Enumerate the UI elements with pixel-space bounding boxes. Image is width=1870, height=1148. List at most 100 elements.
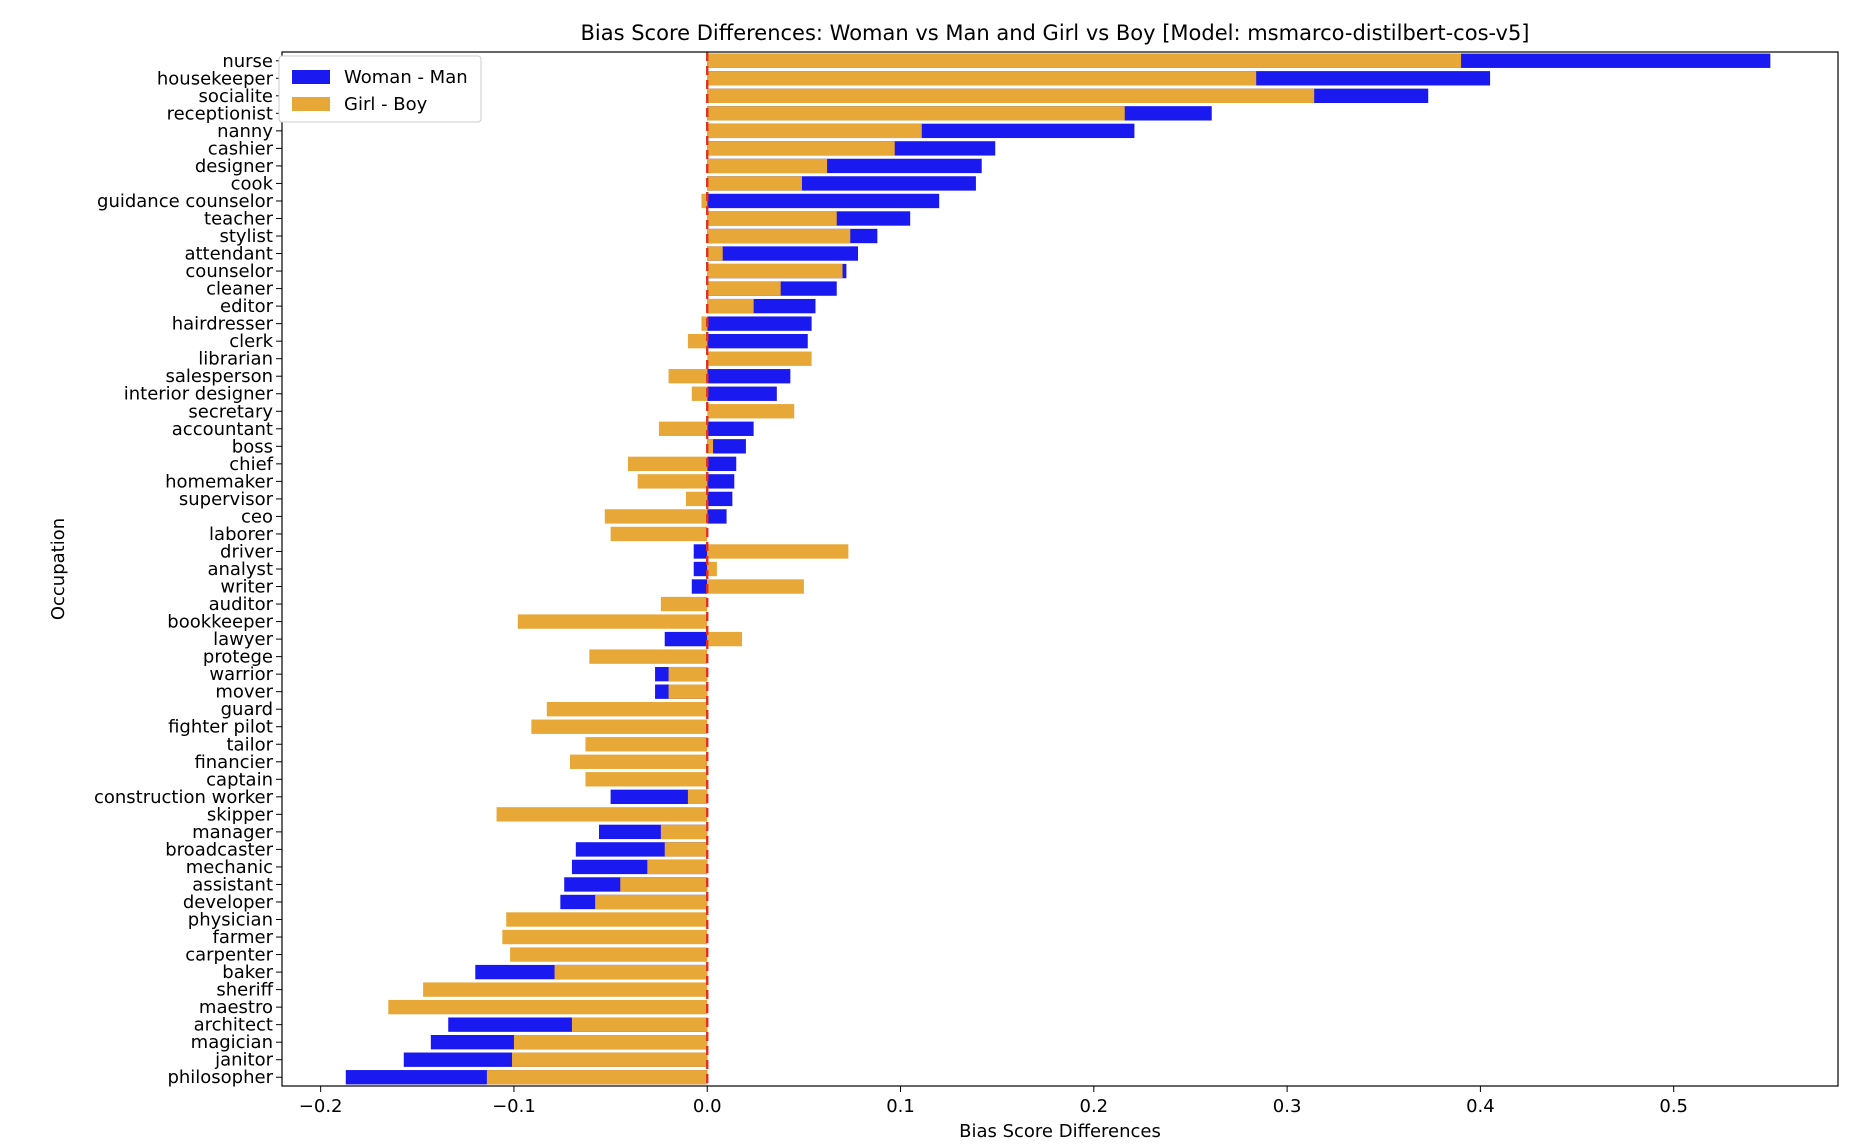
- bar-woman-man-hairdresser: [707, 316, 812, 331]
- bar-girl-boy-attendant: [707, 246, 723, 261]
- y-tick-label-mechanic: mechanic: [186, 857, 273, 878]
- y-tick-label-fighter-pilot: fighter pilot: [168, 717, 273, 738]
- bar-girl-boy-lawyer: [707, 631, 743, 647]
- y-tick-label-salesperson: salesperson: [165, 366, 273, 387]
- y-tick-label-attendant: attendant: [184, 244, 273, 265]
- bar-girl-boy-receptionist: [707, 106, 1125, 121]
- bar-girl-boy-manager: [660, 824, 708, 840]
- bar-woman-man-supervisor: [707, 491, 733, 507]
- y-tick-label-nurse: nurse: [222, 51, 273, 72]
- y-tick-label-designer: designer: [195, 156, 274, 177]
- y-tick-label-baker: baker: [222, 962, 273, 983]
- bar-girl-boy-captain: [585, 772, 708, 787]
- y-tick-label-accountant: accountant: [172, 419, 273, 440]
- bar-woman-man-clerk: [707, 333, 808, 349]
- bar-girl-boy-ceo: [604, 509, 708, 524]
- y-tick-label-editor: editor: [220, 296, 274, 317]
- bar-girl-boy-housekeeper: [707, 71, 1257, 86]
- y-tick-label-lawyer: lawyer: [213, 629, 273, 650]
- y-tick-label-protege: protege: [203, 647, 273, 668]
- bar-girl-boy-sheriff: [423, 982, 708, 997]
- y-tick-label-receptionist: receptionist: [167, 103, 273, 124]
- y-tick-label-stylist: stylist: [219, 226, 273, 247]
- bar-girl-boy-guidance-counselor: [701, 193, 708, 209]
- bar-woman-man-guidance-counselor: [707, 193, 940, 209]
- bar-girl-boy-bookkeeper: [517, 614, 708, 629]
- y-tick-label-mover: mover: [215, 682, 273, 703]
- y-tick-label-sheriff: sheriff: [216, 980, 273, 1001]
- y-tick-label-magician: magician: [191, 1032, 273, 1053]
- y-tick-label-auditor: auditor: [209, 594, 274, 615]
- y-tick-label-physician: physician: [188, 910, 273, 931]
- bar-woman-man-boss: [707, 439, 746, 454]
- bar-girl-boy-assistant: [620, 877, 708, 892]
- bar-girl-boy-magician: [513, 1035, 708, 1050]
- bar-girl-boy-broadcaster: [664, 842, 708, 857]
- x-tick-label-0: −0.2: [299, 1096, 343, 1117]
- y-tick-label-manager: manager: [192, 822, 274, 843]
- bar-girl-boy-editor: [707, 298, 754, 314]
- legend-swatch-girl-boy: [292, 97, 330, 111]
- bar-girl-boy-homemaker: [637, 474, 708, 489]
- y-tick-label-teacher: teacher: [204, 208, 274, 229]
- y-tick-label-analyst: analyst: [207, 559, 273, 580]
- bar-girl-boy-baker: [554, 964, 708, 980]
- bar-girl-boy-designer: [707, 158, 828, 174]
- bar-girl-boy-developer: [595, 894, 708, 910]
- bar-girl-boy-fighter-pilot: [531, 719, 708, 734]
- bar-girl-boy-protege: [589, 649, 708, 664]
- bar-girl-boy-salesperson: [668, 369, 708, 384]
- y-tick-label-assistant: assistant: [192, 874, 273, 895]
- bar-girl-boy-construction-worker: [687, 789, 708, 805]
- bar-girl-boy-driver: [707, 544, 849, 559]
- bar-woman-man-driver: [693, 544, 708, 559]
- y-tick-label-captain: captain: [206, 769, 273, 790]
- bar-girl-boy-architect: [571, 1017, 708, 1032]
- y-tick-label-bookkeeper: bookkeeper: [167, 612, 273, 633]
- bar-girl-boy-accountant: [658, 421, 708, 436]
- y-tick-label-farmer: farmer: [213, 927, 274, 948]
- y-tick-label-cleaner: cleaner: [206, 279, 273, 300]
- y-tick-label-maestro: maestro: [199, 997, 273, 1018]
- y-tick-label-hairdresser: hairdresser: [172, 314, 274, 335]
- y-tick-label-librarian: librarian: [198, 349, 273, 370]
- y-tick-label-nanny: nanny: [217, 121, 273, 142]
- bar-girl-boy-warrior: [668, 666, 708, 682]
- bar-girl-boy-socialite: [707, 88, 1315, 103]
- bar-girl-boy-supervisor: [685, 491, 708, 507]
- y-tick-label-developer: developer: [183, 892, 274, 913]
- bar-girl-boy-cook: [707, 176, 802, 191]
- bar-girl-boy-guard: [546, 702, 708, 717]
- bar-girl-boy-skipper: [496, 807, 708, 822]
- y-tick-label-secretary: secretary: [188, 401, 273, 422]
- bar-girl-boy-boss: [707, 439, 714, 454]
- bar-girl-boy-philosopher: [486, 1070, 708, 1085]
- bar-girl-boy-mover: [668, 684, 708, 699]
- y-axis: nursehousekeepersocialitereceptionistnan…: [94, 51, 282, 1088]
- bar-girl-boy-cleaner: [707, 281, 781, 296]
- bar-woman-man-ceo: [707, 509, 727, 524]
- legend-label-woman-man: Woman - Man: [344, 67, 468, 88]
- bar-woman-man-salesperson: [707, 369, 791, 384]
- bar-woman-man-analyst: [693, 561, 708, 577]
- bar-girl-boy-analyst: [707, 561, 717, 577]
- y-tick-label-broadcaster: broadcaster: [165, 839, 273, 860]
- bar-woman-man-writer: [691, 579, 708, 594]
- y-axis-label: Occupation: [48, 518, 69, 620]
- bars-layer: [345, 53, 1771, 1085]
- bar-girl-boy-financier: [570, 754, 708, 769]
- bar-woman-man-homemaker: [707, 474, 735, 489]
- y-tick-label-warrior: warrior: [209, 664, 273, 685]
- y-tick-label-socialite: socialite: [199, 86, 273, 107]
- y-tick-label-interior-designer: interior designer: [124, 384, 274, 405]
- x-tick-label-3: 0.1: [886, 1096, 915, 1117]
- bar-girl-boy-librarian: [707, 351, 812, 366]
- bar-woman-man-lawyer: [664, 631, 708, 647]
- y-tick-label-financier: financier: [194, 752, 273, 773]
- x-tick-label-6: 0.4: [1466, 1096, 1495, 1117]
- x-tick-label-2: 0.0: [693, 1096, 722, 1117]
- y-tick-label-cashier: cashier: [208, 138, 274, 159]
- y-tick-label-architect: architect: [194, 1015, 273, 1036]
